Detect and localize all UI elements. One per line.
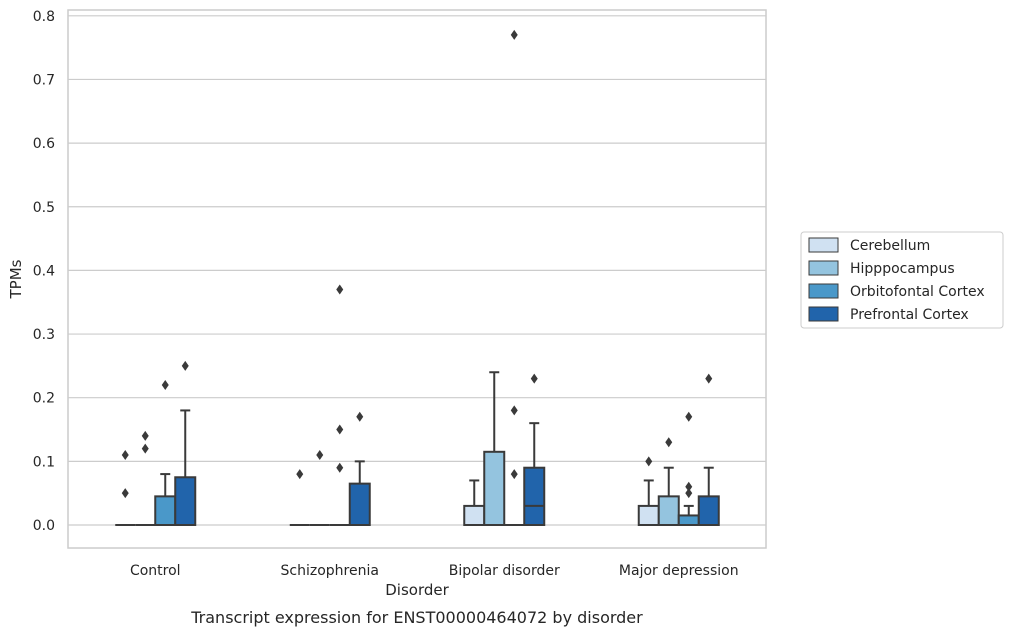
box-1-3: [657, 437, 680, 527]
box-body: [697, 495, 720, 527]
box-0-0: [115, 449, 136, 526]
y-tick-label: 0.2: [33, 391, 55, 407]
outlier-point: [296, 469, 304, 480]
outlier-point: [510, 469, 518, 480]
outlier-point: [181, 360, 189, 371]
y-tick-label: 0.0: [33, 518, 55, 534]
legend-swatch: [808, 237, 839, 253]
legend: Cerebellum Hipppocampus Orbitofontal Corte…: [800, 231, 1004, 329]
outlier-point: [665, 437, 673, 448]
legend-label: Cerebellum: [850, 238, 930, 254]
outlier-point: [510, 29, 518, 40]
y-tick-label: 0.4: [33, 263, 55, 279]
x-tick-labels: Control Schizophrenia Bipolar disorder Majo…: [130, 563, 739, 579]
legend-label: Prefrontal Cortex: [850, 307, 969, 323]
x-tick-label: Schizophrenia: [281, 563, 379, 579]
y-tick-label: 0.6: [33, 136, 55, 152]
box-body: [174, 476, 197, 527]
y-tick-labels: 0.0 0.1 0.2 0.3 0.4 0.5 0.6 0.7 0.8: [33, 9, 55, 534]
outlier-point: [530, 373, 538, 384]
outlier-point: [121, 449, 129, 460]
outlier-point: [336, 462, 344, 473]
box-body: [348, 482, 371, 527]
legend-label: Orbitofontal Cortex: [850, 284, 985, 300]
x-axis-title: Disorder: [385, 581, 449, 599]
box-body: [523, 466, 546, 526]
legend-label: Hipppocampus: [850, 261, 955, 277]
y-tick-label: 0.1: [33, 454, 55, 470]
outlier-point: [316, 449, 324, 460]
box-0-1: [289, 469, 310, 526]
outlier-point: [645, 456, 653, 467]
y-tick-label: 0.3: [33, 327, 55, 343]
box-1-1: [309, 449, 330, 526]
y-tick-label: 0.8: [33, 9, 55, 25]
box-3-1: [348, 411, 371, 527]
box-0-2: [463, 479, 486, 526]
box-1-0: [135, 430, 156, 526]
box-2-1: [329, 284, 350, 526]
x-tick-label: Control: [130, 563, 181, 579]
outlier-point: [336, 424, 344, 435]
box-3-3: [697, 373, 720, 527]
box-body: [463, 504, 486, 526]
box-2-3: [677, 411, 700, 527]
outlier-point: [685, 481, 693, 492]
box-2-2: [504, 29, 525, 526]
outlier-point: [141, 430, 149, 441]
legend-swatch: [808, 260, 839, 276]
outlier-point: [336, 284, 344, 295]
legend-swatch: [808, 283, 839, 299]
x-tick-label: Major depression: [619, 563, 739, 579]
outlier-point: [685, 411, 693, 422]
box-body: [637, 504, 660, 526]
box-body: [677, 514, 700, 527]
box-body: [483, 450, 506, 526]
box-3-0: [174, 360, 197, 527]
outlier-point: [161, 379, 169, 390]
outlier-point: [705, 373, 713, 384]
outlier-point: [510, 405, 518, 416]
box-body: [657, 495, 680, 527]
box-1-2: [483, 371, 506, 526]
outlier-point: [141, 443, 149, 454]
y-tick-label: 0.7: [33, 72, 55, 88]
box-2-0: [154, 379, 177, 527]
y-tick-label: 0.5: [33, 200, 55, 216]
outlier-point: [356, 411, 364, 422]
box-3-2: [523, 373, 546, 526]
box-body: [154, 495, 177, 527]
box-0-3: [637, 456, 660, 526]
plot-frame: [67, 9, 767, 549]
x-tick-label: Bipolar disorder: [449, 563, 560, 579]
chart-caption: Transcript expression for ENST0000046407…: [190, 608, 643, 627]
legend-frame: [800, 231, 1004, 329]
outlier-point: [685, 488, 693, 499]
gridlines: [68, 15, 766, 526]
outlier-point: [121, 488, 129, 499]
box-series-layer: [115, 29, 720, 527]
y-axis-title: TPMs: [7, 259, 25, 299]
legend-swatch: [808, 306, 839, 322]
